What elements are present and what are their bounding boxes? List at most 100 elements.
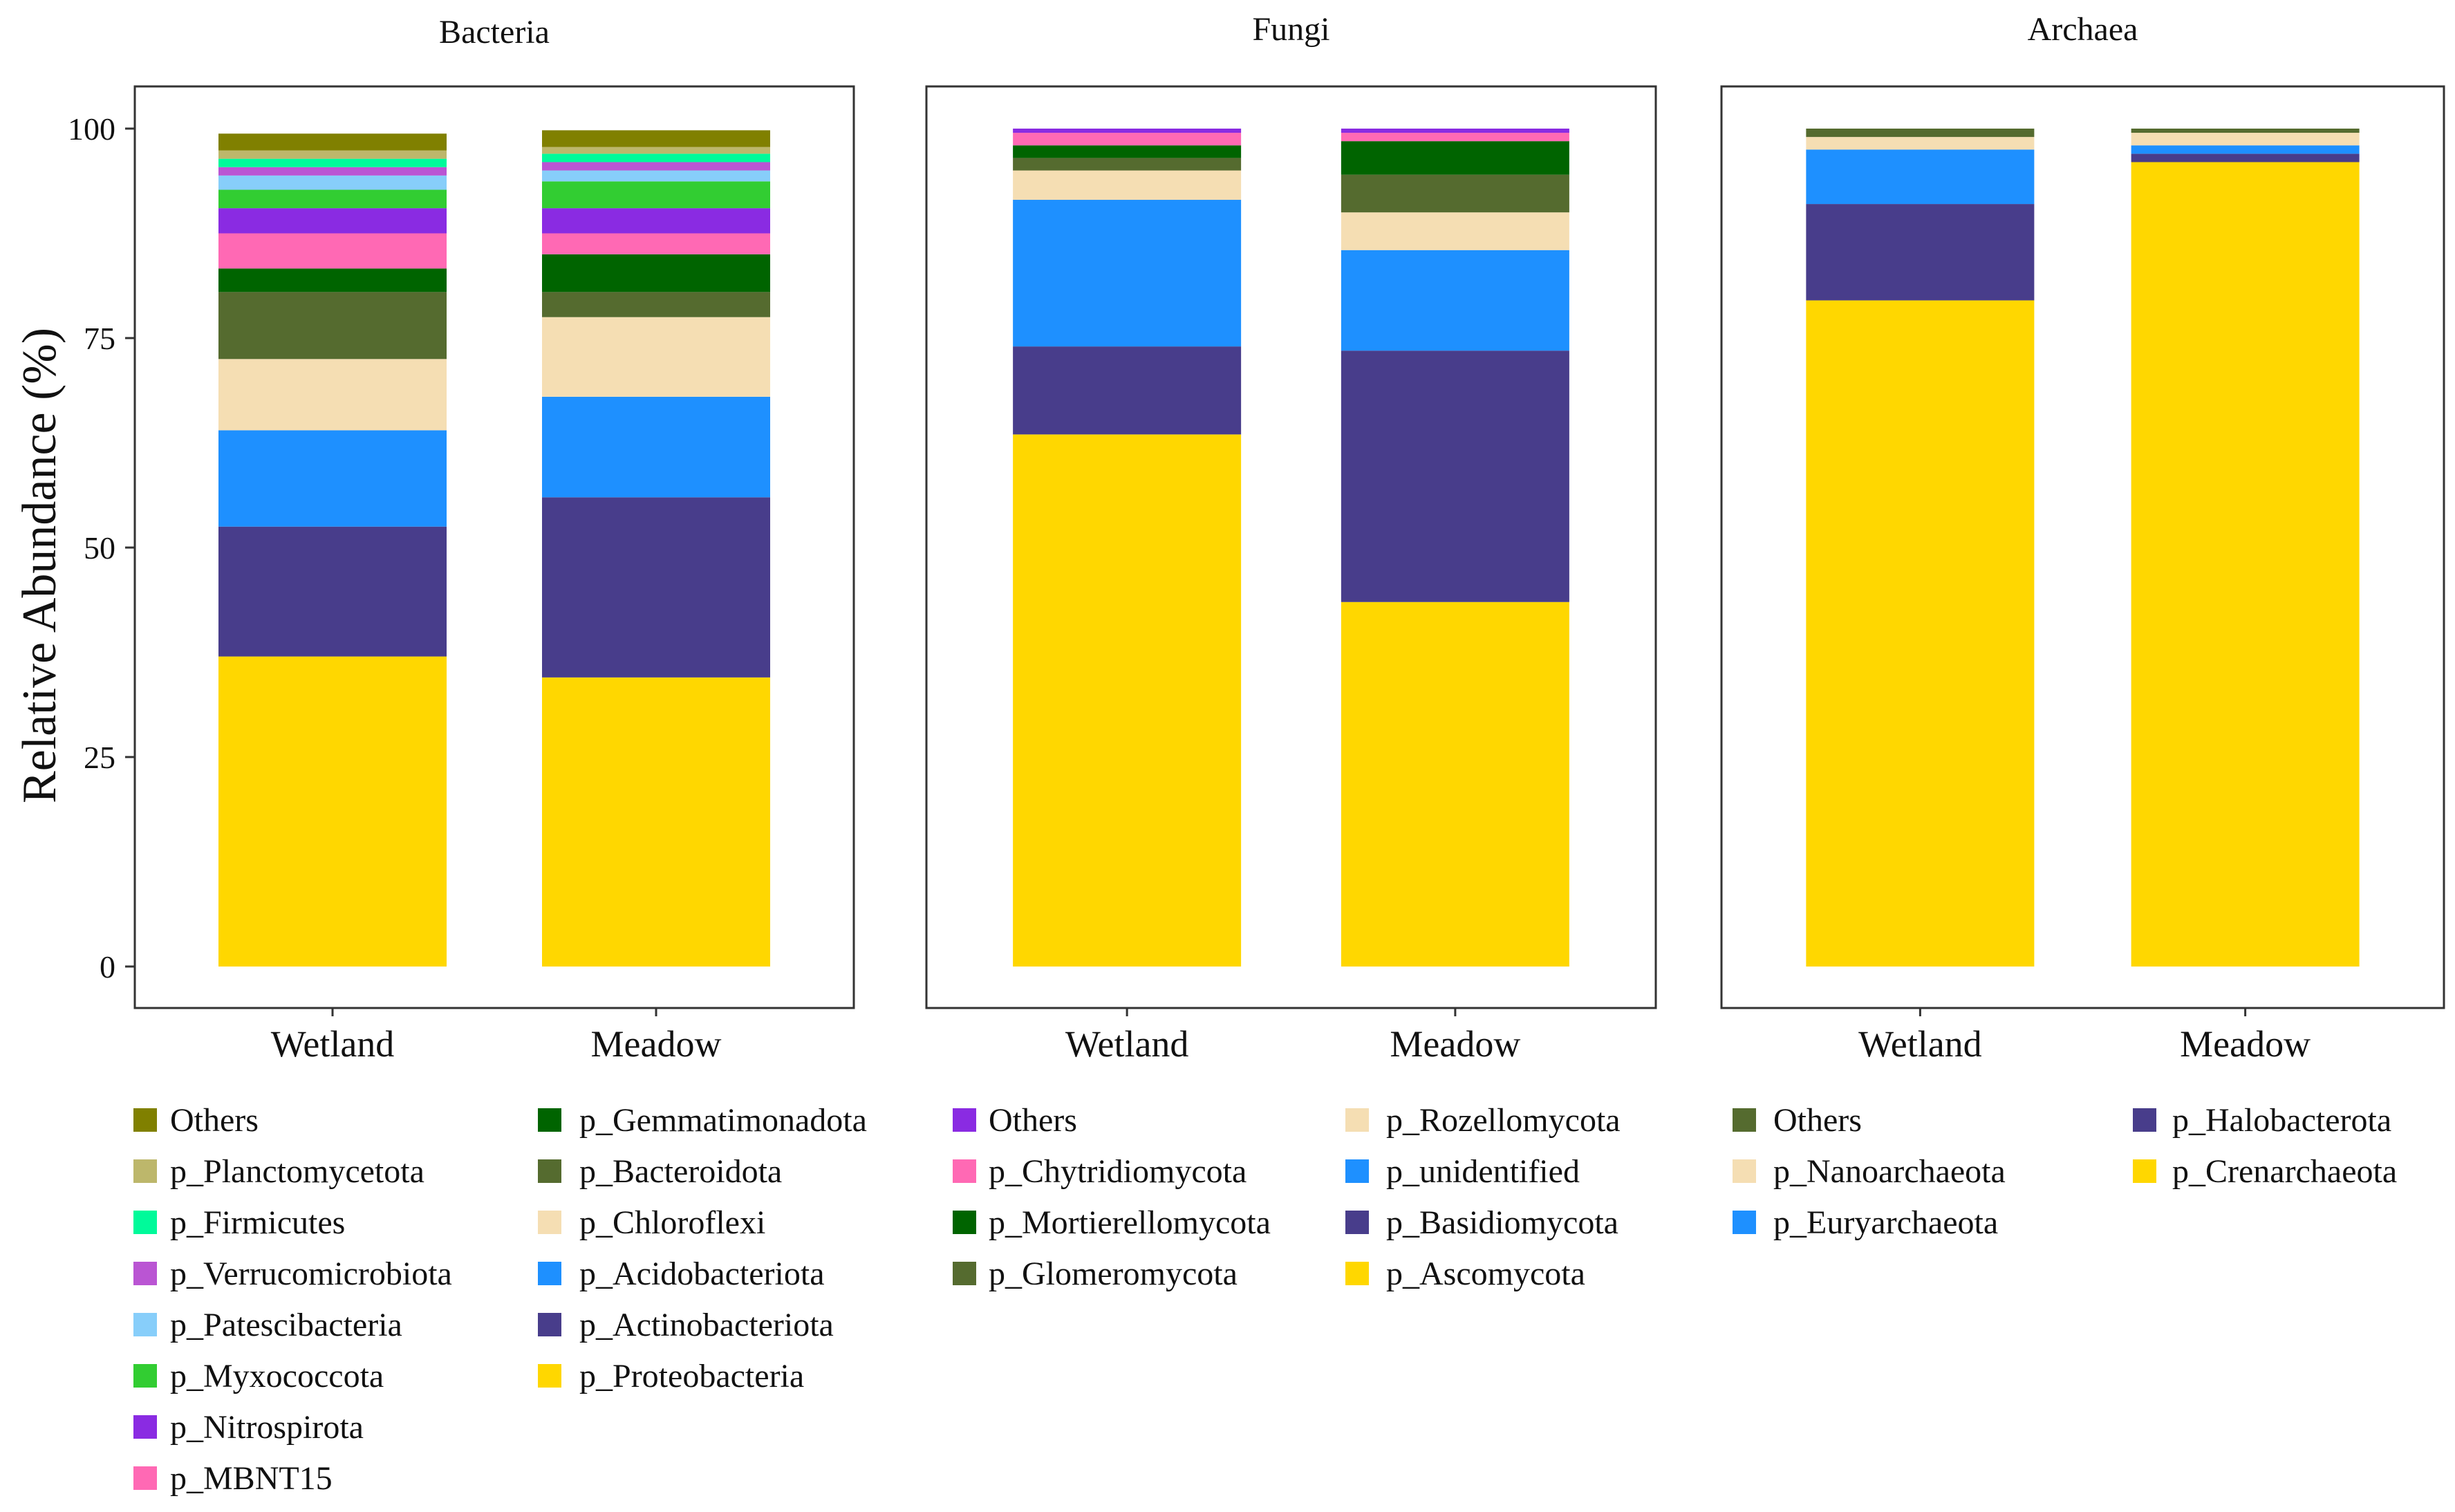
bar-segment-p-glomeromycota-wetland xyxy=(1013,158,1242,171)
legend-item-p-ascomycota: p_Ascomycota xyxy=(1345,1256,1585,1292)
panel-title: Bacteria xyxy=(439,14,550,50)
panel-frame xyxy=(925,85,1657,1009)
bar-segment-p-euryarchaeota-wetland xyxy=(1806,149,2035,205)
bar-segment-others-meadow xyxy=(2131,129,2360,133)
x-tick-label-meadow: Meadow xyxy=(1390,1023,1520,1065)
legend-item-p-acidobacteriota: p_Acidobacteriota xyxy=(538,1256,825,1292)
legend-swatch xyxy=(133,1108,157,1132)
bar-segment-p-euryarchaeota-meadow xyxy=(2131,145,2360,154)
legend-swatch xyxy=(953,1211,976,1234)
legend-label: p_Euryarchaeota xyxy=(1773,1204,1998,1241)
legend-item-others: Others xyxy=(953,1102,1077,1139)
bar-segment-p-nanoarchaeota-wetland xyxy=(1806,137,2035,150)
bar-segment-p-unidentified-wetland xyxy=(1013,200,1242,347)
bar-segment-p-ascomycota-meadow xyxy=(1341,601,1569,967)
legend-label: p_Halobacterota xyxy=(2172,1102,2391,1139)
legend-item-p-patescibacteria: p_Patescibacteria xyxy=(133,1307,402,1343)
legend-swatch xyxy=(538,1108,561,1132)
legend-item-p-actinobacteriota: p_Actinobacteriota xyxy=(538,1307,834,1343)
bar-segment-p-myxococcota-wetland xyxy=(218,189,447,209)
legend-swatch xyxy=(133,1313,157,1336)
legend-label: p_Verrucomicrobiota xyxy=(170,1256,452,1292)
legend-label: p_Bacteroidota xyxy=(579,1153,782,1190)
legend-label: Others xyxy=(1773,1102,1862,1139)
legend-item-p-mbnt15: p_MBNT15 xyxy=(133,1460,333,1497)
x-tick-label-wetland: Wetland xyxy=(1858,1023,1982,1065)
legend-swatch xyxy=(538,1364,561,1388)
bar-segment-p-chytridiomycota-wetland xyxy=(1013,133,1242,146)
panel-title: Archaea xyxy=(2028,11,2138,48)
x-tick-label-meadow: Meadow xyxy=(591,1023,722,1065)
legend-swatch xyxy=(133,1159,157,1183)
legend-label: p_Chytridiomycota xyxy=(989,1153,1247,1190)
legend-item-p-rozellomycota: p_Rozellomycota xyxy=(1345,1102,1621,1139)
legend-label: p_Gemmatimonadota xyxy=(579,1102,867,1139)
bar-segment-others-wetland xyxy=(218,133,447,151)
legend-swatch xyxy=(133,1364,157,1388)
legend-label: p_Firmicutes xyxy=(170,1204,345,1241)
legend-swatch xyxy=(1733,1159,1756,1183)
legend-label: p_Proteobacteria xyxy=(579,1358,804,1394)
bar-segment-p-firmicutes-wetland xyxy=(218,158,447,167)
bar-segment-p-nanoarchaeota-meadow xyxy=(2131,133,2360,146)
panel-title: Fungi xyxy=(1252,11,1329,48)
panel-archaea: Archaea Wetland Meadow Others p_Nanoarchaeot… xyxy=(1720,11,2445,1241)
bar-segment-others-wetland xyxy=(1806,129,2035,138)
bar-segment-p-basidiomycota-meadow xyxy=(1341,351,1569,602)
legend-swatch xyxy=(2133,1108,2156,1132)
legend-label: p_Basidiomycota xyxy=(1386,1204,1618,1241)
bar-segment-p-patescibacteria-wetland xyxy=(218,175,447,190)
bar-segment-p-nitrospirota-meadow xyxy=(542,208,770,234)
legend-swatch xyxy=(1733,1108,1756,1132)
bar-segment-p-crenarchaeota-meadow xyxy=(2131,162,2360,967)
bar-segment-p-gemmatimonadota-meadow xyxy=(542,254,770,292)
legend-item-p-nanoarchaeota: p_Nanoarchaeota xyxy=(1733,1153,2006,1190)
legend-swatch xyxy=(953,1262,976,1285)
legend-item-p-proteobacteria: p_Proteobacteria xyxy=(538,1358,804,1394)
bar-segment-p-halobacterota-meadow xyxy=(2131,153,2360,162)
legend-item-p-mortierellomycota: p_Mortierellomycota xyxy=(953,1204,1271,1241)
legend-label: p_Crenarchaeota xyxy=(2172,1153,2397,1190)
legend-label: p_Chloroflexi xyxy=(579,1204,765,1241)
bar-segment-p-myxococcota-meadow xyxy=(542,181,770,209)
legend-swatch xyxy=(538,1313,561,1336)
legend-label: p_Acidobacteriota xyxy=(579,1256,825,1292)
bar-segment-p-actinobacteriota-wetland xyxy=(218,526,447,657)
bar-segment-p-rozellomycota-meadow xyxy=(1341,212,1569,250)
legend-swatch xyxy=(133,1211,157,1234)
bar-segment-p-proteobacteria-wetland xyxy=(218,656,447,967)
bar-segment-p-bacteroidota-wetland xyxy=(218,292,447,360)
legend-swatch xyxy=(1733,1211,1756,1234)
legend-item-p-firmicutes: p_Firmicutes xyxy=(133,1204,345,1241)
legend-item-p-chytridiomycota: p_Chytridiomycota xyxy=(953,1153,1247,1190)
legend-item-others: Others xyxy=(133,1102,259,1139)
legend-swatch xyxy=(953,1108,976,1132)
bar-segment-p-actinobacteriota-meadow xyxy=(542,497,770,678)
bar-segment-p-planctomycetota-meadow xyxy=(542,147,770,154)
legend-swatch xyxy=(133,1415,157,1439)
bar-segment-p-ascomycota-wetland xyxy=(1013,434,1242,967)
legend-label: p_Planctomycetota xyxy=(170,1153,424,1190)
bar-segment-p-chloroflexi-wetland xyxy=(218,359,447,431)
bar-segment-p-rozellomycota-wetland xyxy=(1013,170,1242,200)
panel-bacteria: Bacteria 0 25 50 75 100 Wetland Meadow Others p_P… xyxy=(68,14,867,1497)
y-tick-label: 50 xyxy=(84,530,115,566)
legend-item-p-bacteroidota: p_Bacteroidota xyxy=(538,1153,782,1190)
bar-segment-p-glomeromycota-meadow xyxy=(1341,174,1569,213)
bar-segment-p-gemmatimonadota-wetland xyxy=(218,268,447,292)
legend-label: p_Rozellomycota xyxy=(1386,1102,1621,1139)
legend-label: p_Myxococcota xyxy=(170,1358,384,1394)
bar-segment-p-nitrospirota-wetland xyxy=(218,208,447,234)
bar-segment-others-meadow xyxy=(1341,129,1569,133)
legend-item-others: Others xyxy=(1733,1102,1862,1139)
x-tick-label-meadow: Meadow xyxy=(2180,1023,2311,1065)
legend-label: p_Glomeromycota xyxy=(989,1256,1238,1292)
x-tick-label-wetland: Wetland xyxy=(271,1023,395,1065)
legend-label: p_Actinobacteriota xyxy=(579,1307,834,1343)
legend-label: p_Mortierellomycota xyxy=(989,1204,1271,1241)
bar-segment-p-planctomycetota-wetland xyxy=(218,150,447,159)
legend-item-p-verrucomicrobiota: p_Verrucomicrobiota xyxy=(133,1256,452,1292)
legend-label: p_Patescibacteria xyxy=(170,1307,402,1343)
legend-swatch xyxy=(538,1211,561,1234)
